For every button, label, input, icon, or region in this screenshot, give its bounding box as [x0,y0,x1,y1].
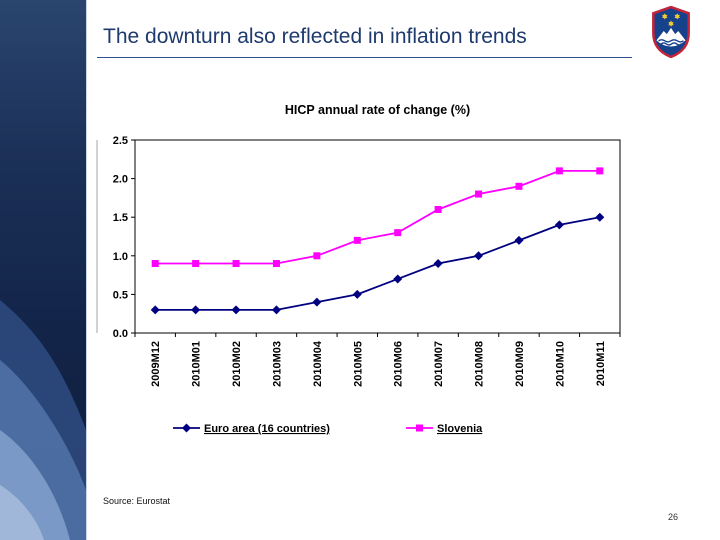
coat-of-arms-icon [652,5,690,59]
series-line [155,216,600,311]
wave-line-icon [660,42,682,46]
y-axis-tick-label: 2.0 [113,174,128,186]
title-divider [97,57,632,58]
diamond-marker [393,274,403,284]
square-marker [192,260,200,268]
sidebar-swoosh-decoration [0,300,86,540]
y-axis-tick-label: 0.0 [113,328,128,340]
diamond-marker [352,289,362,299]
chart-title: HICP annual rate of change (%) [285,103,470,117]
diamond-marker [474,251,484,261]
x-axis-tick-label: 2010M04 [312,340,324,387]
diamond-marker [433,259,443,269]
diamond-marker [231,305,241,315]
square-marker [151,260,159,268]
x-axis-tick-label: 2010M07 [433,341,445,387]
diamond-marker [150,305,160,315]
x-axis-tick-label: 2010M03 [271,341,283,387]
y-axis-tick-label: 0.5 [113,289,128,301]
sidebar-edge-divider [86,0,87,540]
diamond-marker [271,305,281,315]
square-marker [434,205,442,213]
x-axis-tick-label: 2010M05 [352,341,364,387]
legend-label: Euro area (16 countries) [204,423,330,435]
x-axis-tick-label: 2010M08 [474,341,486,387]
square-marker [232,260,240,268]
hicp-line-chart: HICP annual rate of change (%) 0.0 0.5 1.0 1… [88,90,668,468]
y-axis-tick-label: 1.0 [113,251,128,263]
x-axis-tick-label: 2010M01 [191,341,203,387]
square-marker [394,229,402,237]
slide-title: The downturn also reflected in inflation… [103,25,527,48]
x-axis-tick-label: 2010M09 [514,341,526,387]
sidebar-decoration [0,0,86,540]
diamond-marker [182,423,191,433]
square-marker [596,167,604,175]
diamond-marker [554,220,564,230]
square-marker [555,167,563,175]
slovenia-coat-of-arms-logo [650,5,692,59]
square-marker [515,182,523,190]
x-axis-tick-label: 2010M06 [393,341,405,387]
y-axis-tick-label: 2.5 [113,135,128,147]
square-marker [475,190,483,198]
x-axis-tick-label: 2010M02 [231,341,243,387]
diamond-marker [312,297,322,307]
wave-line-icon [658,39,684,43]
page-number: 26 [668,512,679,522]
source-note: Source: Eurostat [103,496,171,506]
diamond-marker [191,305,201,315]
x-axis-tick-label: 2010M11 [595,341,607,386]
diamond-marker [514,235,524,245]
square-marker [313,252,321,260]
square-marker [353,236,361,244]
series-line [155,169,600,265]
square-marker [272,260,280,268]
x-axis-tick-label: 2009M12 [150,341,162,387]
legend-label: Slovenia [437,423,483,435]
y-axis-tick-label: 1.5 [113,212,128,224]
x-axis-tick-label: 2010M10 [554,341,566,387]
diamond-marker [595,212,605,222]
stars-icon [662,13,680,27]
square-marker [416,424,423,432]
